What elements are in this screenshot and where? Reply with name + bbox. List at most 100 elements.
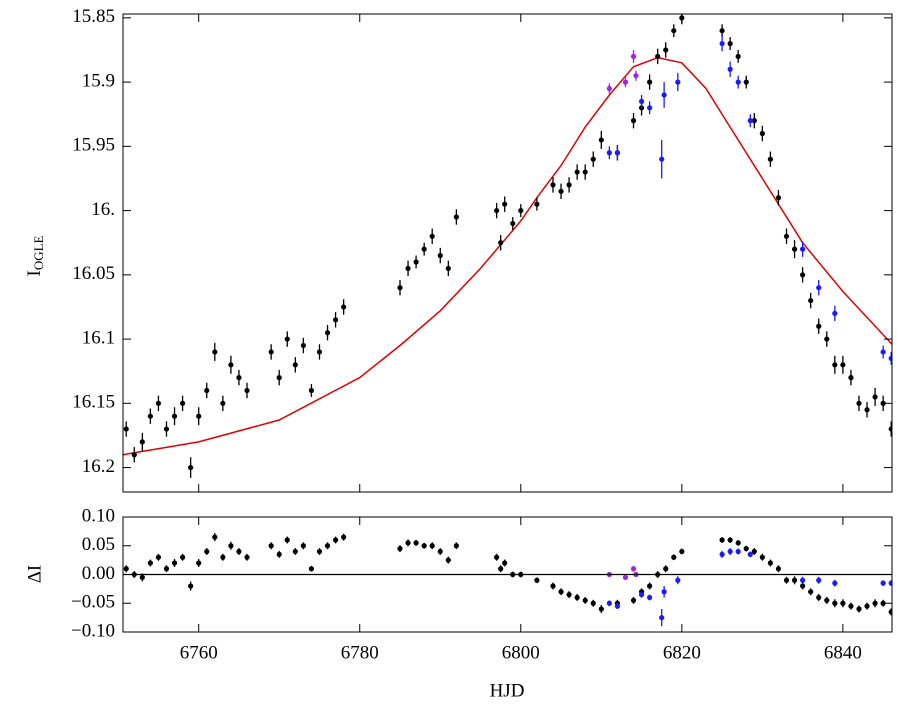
data-point bbox=[179, 400, 186, 406]
data-point bbox=[848, 375, 854, 381]
data-point bbox=[647, 79, 653, 85]
data-point bbox=[759, 554, 765, 560]
data-point bbox=[727, 548, 733, 555]
data-point bbox=[413, 540, 419, 546]
data-point bbox=[276, 375, 282, 381]
data-point bbox=[316, 349, 323, 355]
data-point bbox=[647, 594, 653, 601]
data-point bbox=[413, 259, 419, 265]
data-point bbox=[614, 603, 621, 609]
data-point bbox=[510, 220, 516, 227]
data-point bbox=[727, 40, 733, 47]
data-point bbox=[574, 169, 580, 175]
data-point bbox=[880, 349, 886, 355]
data-point bbox=[341, 534, 347, 540]
data-point bbox=[614, 150, 621, 156]
y-axis-label: IOGLE bbox=[24, 235, 46, 276]
data-point bbox=[606, 150, 612, 156]
data-point bbox=[719, 551, 725, 557]
data-point bbox=[292, 362, 298, 368]
data-point bbox=[155, 554, 162, 560]
data-point bbox=[840, 600, 846, 606]
data-point bbox=[655, 53, 661, 60]
data-point bbox=[661, 92, 667, 98]
data-point bbox=[663, 47, 669, 53]
y-tick-label: 0.05 bbox=[82, 534, 115, 555]
plot-frame bbox=[122, 13, 893, 493]
data-point bbox=[397, 546, 403, 552]
data-point bbox=[179, 554, 186, 560]
data-point bbox=[429, 233, 435, 239]
data-point bbox=[284, 336, 290, 342]
data-point bbox=[268, 543, 274, 549]
data-point bbox=[518, 207, 524, 214]
data-point bbox=[816, 285, 822, 291]
data-point bbox=[196, 413, 202, 419]
y-tick-label: 16.1 bbox=[82, 327, 115, 348]
data-point bbox=[727, 66, 733, 72]
x-tick-label: 6840 bbox=[824, 642, 862, 663]
data-point bbox=[856, 606, 862, 612]
data-point bbox=[236, 548, 242, 555]
data-point bbox=[800, 246, 806, 252]
y-tick-label: 15.85 bbox=[72, 6, 115, 27]
data-point bbox=[638, 98, 645, 104]
y-tick-label: 0.10 bbox=[82, 505, 115, 526]
data-point bbox=[630, 597, 637, 603]
data-point bbox=[647, 105, 653, 111]
data-point bbox=[888, 426, 892, 432]
data-point bbox=[630, 53, 637, 60]
data-point bbox=[832, 580, 838, 586]
data-point bbox=[848, 603, 854, 609]
data-point bbox=[622, 574, 629, 580]
data-point bbox=[123, 566, 129, 572]
data-point bbox=[775, 195, 782, 201]
data-point bbox=[808, 297, 814, 304]
data-point bbox=[675, 79, 681, 85]
data-point bbox=[598, 137, 604, 143]
y-tick-label: 15.9 bbox=[82, 70, 115, 91]
data-point bbox=[630, 118, 637, 124]
data-point bbox=[800, 577, 806, 583]
data-point bbox=[453, 214, 459, 220]
data-point bbox=[747, 551, 753, 557]
y-tick-label: 16.05 bbox=[72, 263, 115, 284]
data-point bbox=[783, 577, 790, 583]
data-point bbox=[888, 355, 892, 361]
data-point bbox=[341, 304, 347, 310]
data-point bbox=[743, 79, 749, 85]
data-point bbox=[445, 557, 451, 563]
data-point bbox=[824, 336, 830, 342]
data-point bbox=[582, 169, 588, 175]
data-point bbox=[824, 597, 830, 603]
data-point bbox=[228, 362, 234, 368]
data-point bbox=[735, 53, 741, 60]
data-point bbox=[791, 246, 798, 252]
data-point bbox=[163, 566, 170, 572]
data-point bbox=[864, 407, 870, 413]
data-point bbox=[268, 349, 274, 355]
x-axis-label: HJD bbox=[490, 680, 525, 701]
data-point bbox=[633, 73, 639, 79]
data-point bbox=[550, 182, 556, 188]
data-point bbox=[800, 583, 806, 589]
data-point bbox=[598, 606, 604, 612]
data-point bbox=[888, 609, 892, 615]
data-point bbox=[832, 362, 838, 368]
data-point bbox=[139, 439, 145, 445]
data-point bbox=[204, 548, 210, 555]
data-point bbox=[832, 600, 838, 606]
data-point bbox=[188, 464, 194, 471]
data-point bbox=[494, 207, 500, 214]
data-point bbox=[590, 600, 596, 606]
data-point bbox=[872, 394, 878, 400]
data-point bbox=[719, 40, 725, 47]
data-point bbox=[659, 615, 665, 621]
data-point bbox=[751, 548, 757, 555]
data-point bbox=[574, 594, 580, 601]
data-point bbox=[622, 79, 629, 85]
data-point bbox=[671, 28, 677, 34]
data-point bbox=[244, 554, 250, 560]
data-point bbox=[163, 426, 170, 432]
data-point bbox=[421, 246, 427, 252]
